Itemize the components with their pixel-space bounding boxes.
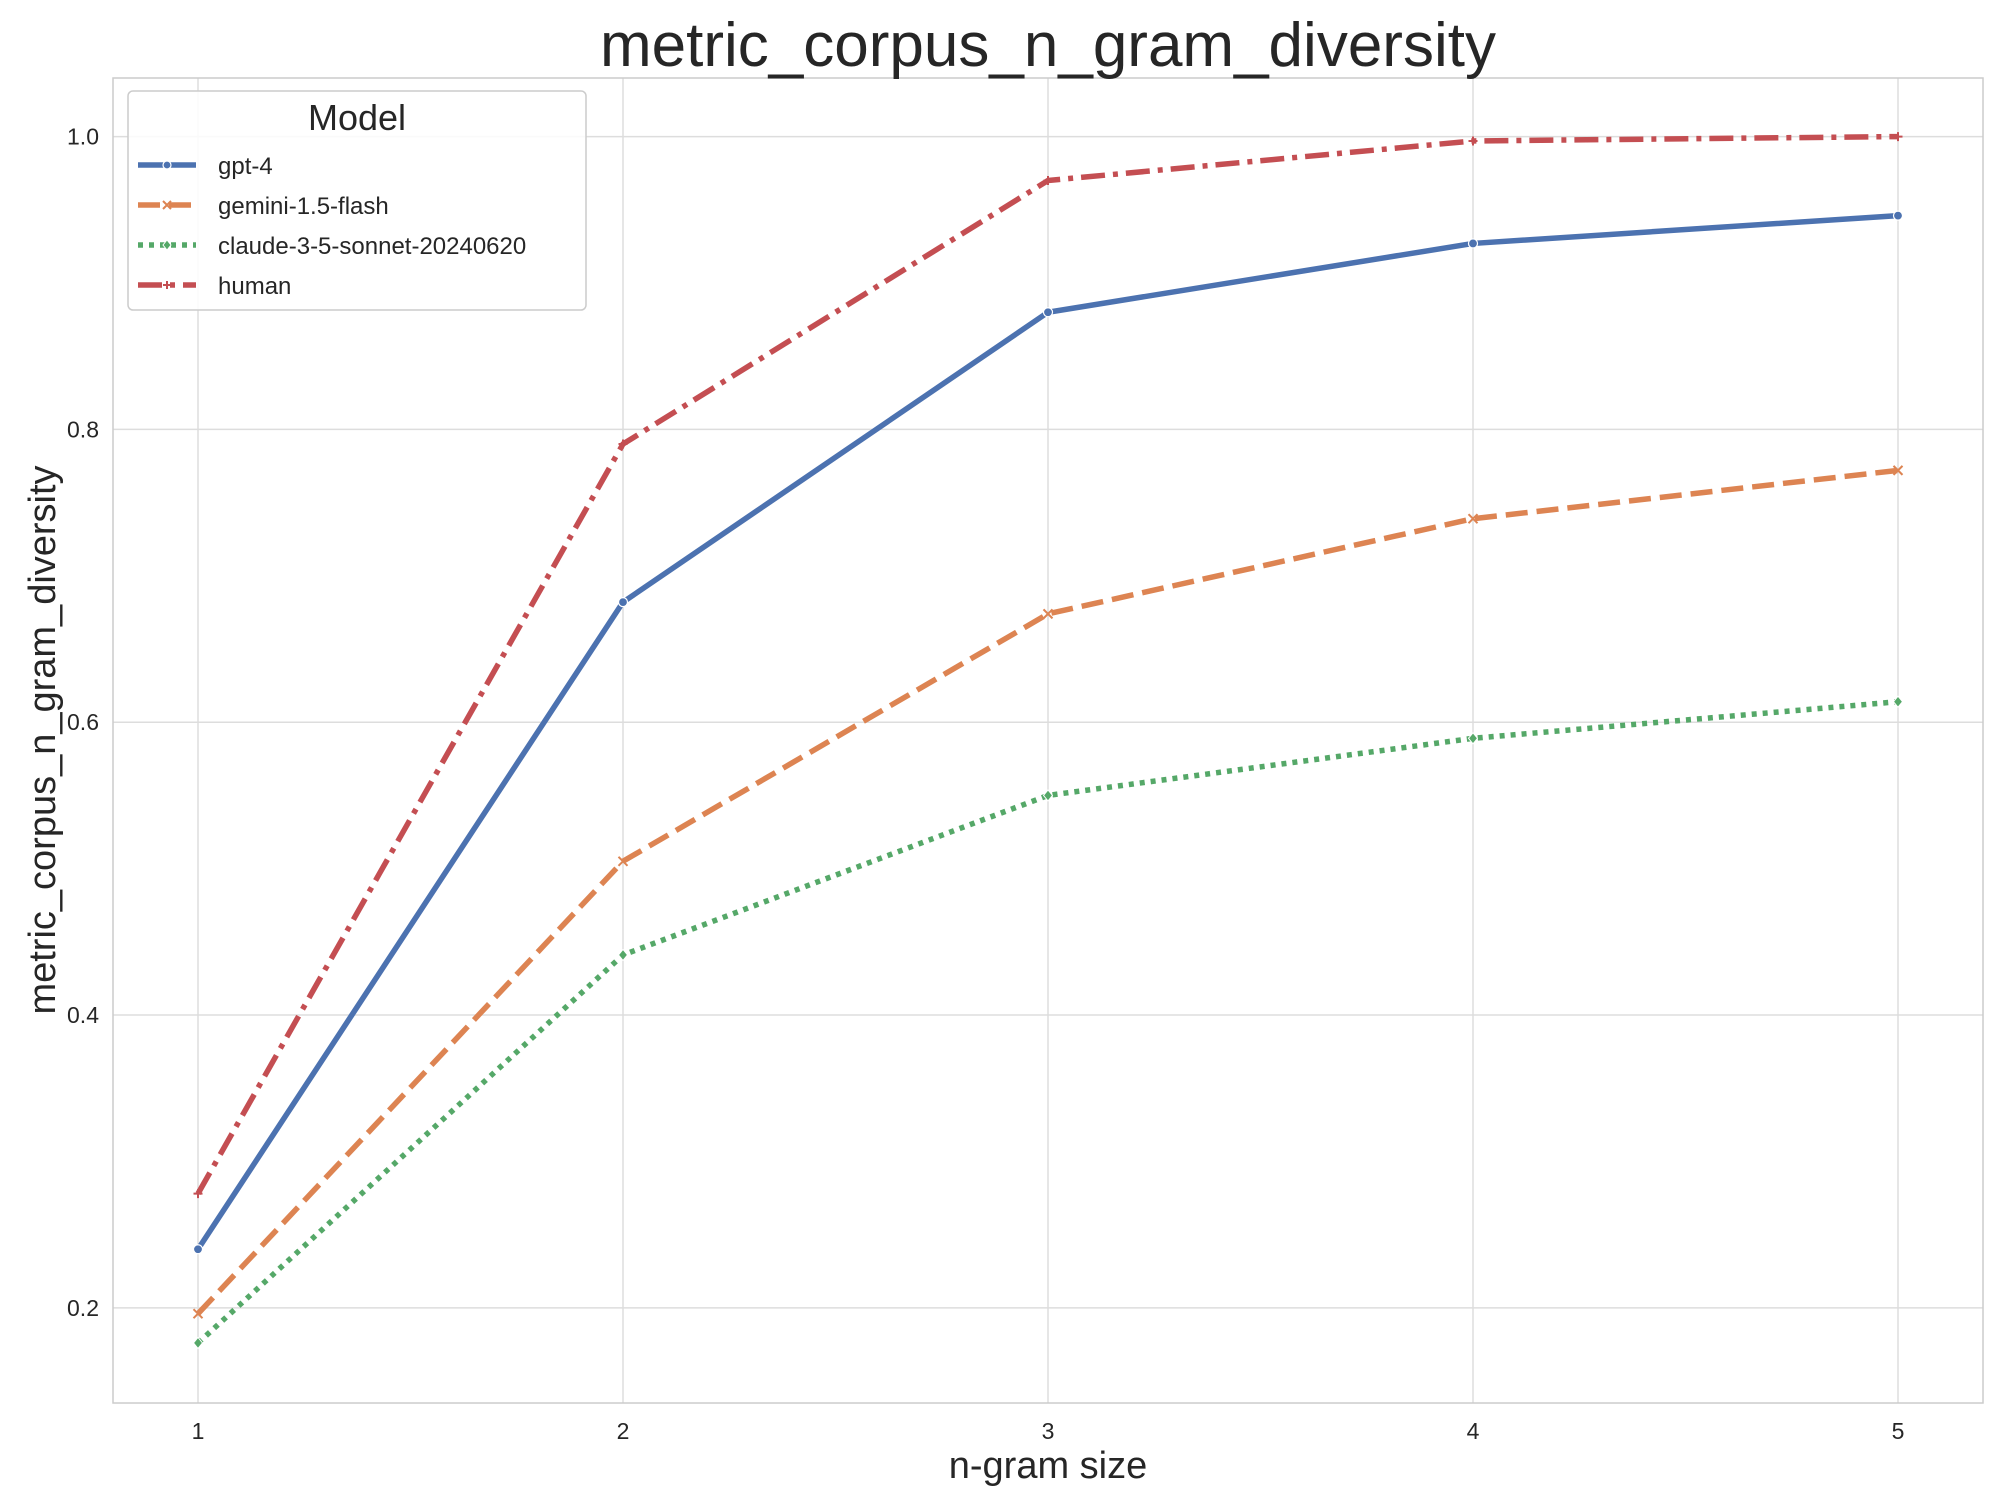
data-point bbox=[1042, 789, 1054, 802]
x-axis-ticks: 1 2 3 4 5 bbox=[192, 1418, 1905, 1444]
data-point bbox=[193, 1189, 203, 1199]
data-point bbox=[617, 856, 629, 867]
y-tick-label: 0.8 bbox=[67, 416, 99, 442]
x-tick-label: 1 bbox=[192, 1418, 205, 1444]
chart-title: metric_corpus_n_gram_diversity bbox=[600, 11, 1496, 80]
data-point bbox=[1043, 175, 1053, 185]
legend-label: human bbox=[218, 273, 291, 300]
legend-entry: gemini-1.5-flash bbox=[138, 193, 389, 220]
series-gemini-1.5-flash bbox=[192, 465, 1904, 1319]
data-point bbox=[192, 1336, 204, 1350]
legend: Model gpt-4 gemini-1.5-flash claude-3-5-so… bbox=[127, 90, 587, 311]
y-axis-ticks: 0.2 0.4 0.6 0.8 1.0 bbox=[67, 124, 99, 1321]
x-tick-label: 5 bbox=[1892, 1418, 1905, 1444]
data-point bbox=[1892, 695, 1904, 708]
legend-entries: gpt-4 gemini-1.5-flash claude-3-5-sonnet-2… bbox=[138, 153, 526, 300]
legend-marker bbox=[163, 281, 171, 289]
y-axis-label: metric_corpus_n_gram_diversity bbox=[22, 465, 64, 1014]
legend-marker bbox=[162, 239, 172, 251]
data-point bbox=[1468, 136, 1478, 146]
data-point bbox=[617, 948, 629, 962]
legend-label: gpt-4 bbox=[218, 153, 273, 180]
y-tick-label: 0.2 bbox=[67, 1295, 99, 1321]
series-claude-3-5-sonnet-20240620 bbox=[192, 695, 1904, 1350]
data-point bbox=[1893, 132, 1903, 142]
legend-entry: human bbox=[138, 273, 291, 300]
legend-label: claude-3-5-sonnet-20240620 bbox=[218, 233, 526, 260]
data-point bbox=[1467, 513, 1479, 524]
y-tick-label: 0.6 bbox=[67, 709, 99, 735]
legend-title: Model bbox=[308, 97, 406, 138]
legend-label: gemini-1.5-flash bbox=[218, 193, 389, 220]
data-point bbox=[1042, 307, 1054, 318]
data-point bbox=[617, 597, 629, 608]
y-tick-label: 0.4 bbox=[67, 1002, 99, 1028]
grid-lines bbox=[113, 78, 1983, 1403]
series-human bbox=[193, 132, 1903, 1199]
legend-entry: gpt-4 bbox=[138, 153, 273, 180]
y-tick-label: 1.0 bbox=[67, 124, 99, 150]
plot-frame bbox=[112, 77, 1984, 1404]
series-layer bbox=[192, 132, 1904, 1350]
series-line bbox=[195, 467, 1899, 1316]
data-point bbox=[1042, 608, 1054, 620]
data-point bbox=[192, 1244, 204, 1255]
series-gpt-4 bbox=[192, 210, 1904, 1255]
x-axis-label: n-gram size bbox=[949, 1445, 1148, 1487]
x-tick-label: 2 bbox=[617, 1418, 630, 1444]
legend-marker bbox=[162, 200, 172, 210]
legend-entry: claude-3-5-sonnet-20240620 bbox=[138, 233, 526, 260]
data-point bbox=[192, 1308, 204, 1319]
data-point bbox=[1892, 210, 1904, 221]
x-tick-label: 4 bbox=[1467, 1418, 1480, 1444]
data-point bbox=[1467, 732, 1479, 745]
legend-marker bbox=[162, 160, 172, 170]
data-point bbox=[1467, 238, 1479, 249]
x-tick-label: 3 bbox=[1042, 1418, 1055, 1444]
data-point bbox=[618, 439, 628, 449]
data-point bbox=[1892, 465, 1904, 476]
legend-box bbox=[127, 90, 587, 311]
